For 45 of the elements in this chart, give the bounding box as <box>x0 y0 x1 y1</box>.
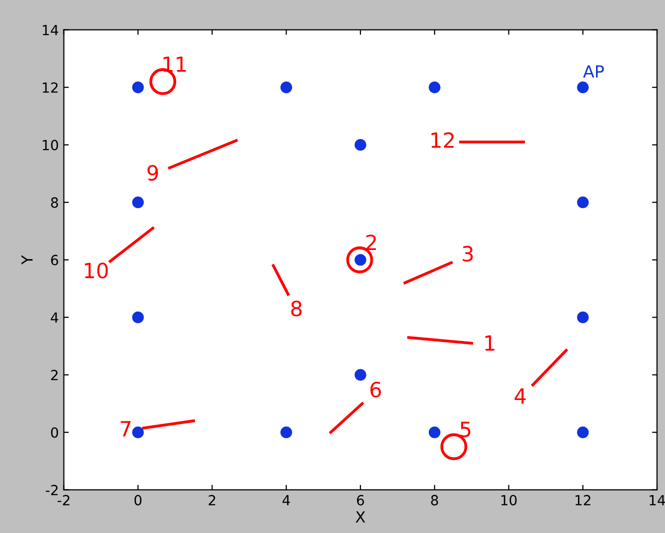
point <box>354 139 366 151</box>
y-tick-label: 0 <box>51 427 58 438</box>
series-label: AP <box>583 65 604 78</box>
series-label: 7 <box>120 421 131 436</box>
y-tick-label: 4 <box>50 312 58 323</box>
series-label: 3 <box>462 246 473 262</box>
y-tick-label: 12 <box>42 82 58 93</box>
point <box>132 196 144 208</box>
point <box>577 426 589 438</box>
point <box>428 426 440 438</box>
point <box>132 311 144 324</box>
y-axis-title: Y <box>21 255 33 265</box>
y-tick-label: 6 <box>51 254 58 266</box>
point <box>577 196 589 208</box>
point <box>280 82 292 94</box>
y-tick-label: 10 <box>42 140 58 150</box>
x-tick-label: 12 <box>576 494 590 506</box>
series-label: 2 <box>366 234 376 250</box>
x-tick-label: 0 <box>134 494 142 506</box>
y-tick-label: -2 <box>46 484 58 496</box>
point <box>577 82 589 94</box>
x-tick-label: 14 <box>650 495 665 506</box>
x-tick-label: 6 <box>356 494 364 506</box>
series-label: 8 <box>291 300 302 316</box>
point <box>280 426 292 438</box>
x-tick-label: 2 <box>208 494 216 506</box>
x-axis-title: X <box>356 511 366 523</box>
x-tick-label: 8 <box>431 494 438 506</box>
series-label: 4 <box>514 388 526 404</box>
y-tick-label: 14 <box>42 25 58 36</box>
series-label: 5 <box>460 422 470 438</box>
point <box>132 82 144 94</box>
x-tick-label: 4 <box>282 495 290 506</box>
series-label: 1 <box>485 335 494 351</box>
point <box>354 368 366 381</box>
y-tick-label: 2 <box>51 370 58 380</box>
x-tick-label: 10 <box>501 494 517 506</box>
series-label: 10 <box>84 262 108 278</box>
series-label: 9 <box>147 164 158 181</box>
series-label: 6 <box>370 382 381 398</box>
point <box>428 82 440 94</box>
y-tick-label: 8 <box>51 197 58 208</box>
series-label: 12 <box>432 132 454 148</box>
point <box>577 311 589 324</box>
point <box>132 426 144 438</box>
